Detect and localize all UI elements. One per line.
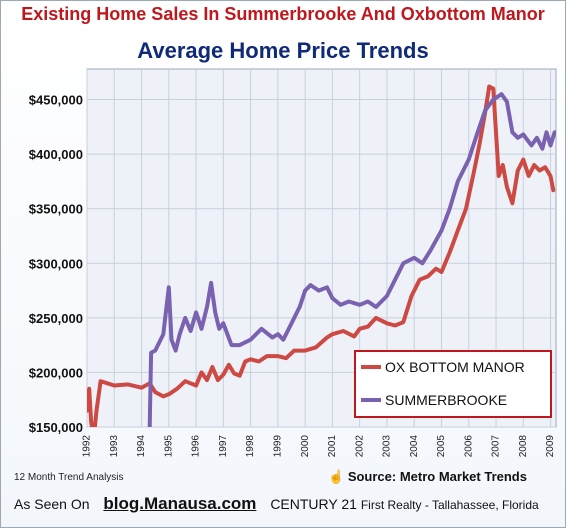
pointer-icon: ☝ bbox=[328, 469, 345, 484]
blog-link[interactable]: blog.Manausa.com bbox=[103, 494, 257, 513]
x-tick-label: 2002 bbox=[354, 435, 365, 458]
source-label: Source: Metro Market Trends bbox=[347, 469, 527, 484]
y-tick-label: $350,000 bbox=[29, 202, 83, 217]
x-tick-label: 2006 bbox=[463, 435, 474, 458]
legend-box bbox=[354, 350, 552, 418]
as-seen-on-text: As Seen On bbox=[14, 496, 90, 512]
footer-credit: As Seen On blog.Manausa.com CENTURY 21 F… bbox=[14, 494, 539, 514]
y-tick-label: $200,000 bbox=[29, 365, 83, 380]
chart-title: Average Home Price Trends bbox=[137, 38, 429, 63]
x-tick-label: 2007 bbox=[491, 435, 502, 458]
page-headline: Existing Home Sales In Summerbrooke And … bbox=[21, 4, 545, 24]
source-text: ☝ Source: Metro Market Trends bbox=[328, 469, 527, 485]
series-line-summerbrooke bbox=[147, 92, 556, 427]
y-tick-label: $300,000 bbox=[29, 256, 83, 271]
x-tick-label: 1998 bbox=[245, 435, 256, 458]
x-tick-label: 2001 bbox=[327, 435, 338, 458]
x-tick-label: 1992 bbox=[82, 435, 93, 458]
y-tick-label: $250,000 bbox=[29, 311, 83, 326]
x-tick-label: 2000 bbox=[300, 435, 311, 458]
legend-label: SUMMERBROOKE bbox=[385, 392, 507, 408]
x-tick-label: 2004 bbox=[409, 435, 420, 458]
x-tick-label: 1993 bbox=[109, 435, 120, 458]
x-tick-label: 2005 bbox=[436, 435, 447, 458]
x-tick-label: 1996 bbox=[191, 435, 202, 458]
series-line-ox-bottom-manor bbox=[87, 84, 556, 427]
y-tick-label: $150,000 bbox=[29, 420, 83, 435]
x-tick-label: 1999 bbox=[273, 435, 284, 458]
legend-label: OX BOTTOM MANOR bbox=[385, 359, 525, 375]
y-tick-label: $400,000 bbox=[29, 147, 83, 162]
x-tick-label: 2008 bbox=[518, 435, 529, 458]
x-tick-label: 2003 bbox=[382, 435, 393, 458]
trend-note: 12 Month Trend Analysis bbox=[14, 472, 124, 483]
x-tick-label: 1994 bbox=[136, 435, 147, 458]
x-tick-label: 2009 bbox=[545, 435, 556, 458]
brand-name: CENTURY 21 bbox=[270, 496, 357, 512]
x-tick-label: 1997 bbox=[218, 435, 229, 458]
brand-tail: First Realty - Tallahassee, Florida bbox=[360, 498, 539, 512]
y-tick-label: $450,000 bbox=[29, 93, 83, 108]
x-tick-label: 1995 bbox=[163, 435, 174, 458]
